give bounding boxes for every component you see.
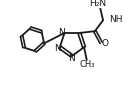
- Text: N: N: [69, 54, 75, 63]
- Text: N: N: [58, 28, 65, 37]
- Text: N: N: [54, 44, 61, 53]
- Text: O: O: [101, 39, 108, 48]
- Text: H₂N: H₂N: [89, 0, 106, 8]
- Text: CH₃: CH₃: [80, 60, 95, 69]
- Text: NH: NH: [109, 15, 123, 24]
